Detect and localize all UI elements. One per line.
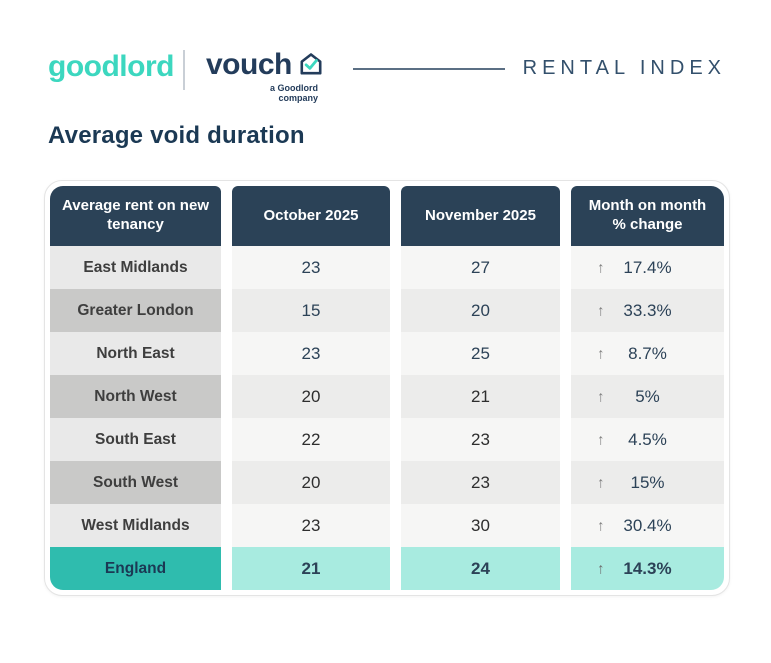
october-cell: 20 xyxy=(232,375,390,418)
november-cell: 23 xyxy=(401,461,560,504)
region-cell: South East xyxy=(50,418,221,461)
up-arrow-icon: ↑ xyxy=(597,345,605,362)
november-cell: 23 xyxy=(401,418,560,461)
region-cell: East Midlands xyxy=(50,246,221,289)
change-cell: ↑ 4.5% xyxy=(571,418,724,461)
table-row: West Midlands 23 30 ↑ 30.4% xyxy=(50,504,724,547)
change-value: 15% xyxy=(630,472,665,492)
up-arrow-icon: ↑ xyxy=(597,388,605,405)
up-arrow-icon: ↑ xyxy=(597,431,605,448)
change-cell: ↑ 5% xyxy=(571,375,724,418)
november-cell: 25 xyxy=(401,332,560,375)
table-row: North West 20 21 ↑ 5% xyxy=(50,375,724,418)
october-cell: 23 xyxy=(232,332,390,375)
change-cell: ↑ 30.4% xyxy=(571,504,724,547)
november-cell: 24 xyxy=(401,547,560,590)
table-header-row: Average rent on new tenancy October 2025… xyxy=(50,186,724,246)
header-november: November 2025 xyxy=(401,186,560,246)
change-cell: ↑ 17.4% xyxy=(571,246,724,289)
void-duration-table: Average rent on new tenancy October 2025… xyxy=(44,180,730,596)
house-check-icon xyxy=(300,53,322,75)
change-cell: ↑ 15% xyxy=(571,461,724,504)
table-row: South East 22 23 ↑ 4.5% xyxy=(50,418,724,461)
table-row: South West 20 23 ↑ 15% xyxy=(50,461,724,504)
brand-header: goodlord vouch a Goodlord company RENTAL… xyxy=(48,48,726,104)
region-cell: England xyxy=(50,547,221,590)
change-value: 8.7% xyxy=(628,343,667,363)
region-cell: South West xyxy=(50,461,221,504)
october-cell: 20 xyxy=(232,461,390,504)
table-row: East Midlands 23 27 ↑ 17.4% xyxy=(50,246,724,289)
change-value: 33.3% xyxy=(623,300,672,320)
page-title: Average void duration xyxy=(48,122,305,149)
up-arrow-icon: ↑ xyxy=(597,517,605,534)
november-cell: 21 xyxy=(401,375,560,418)
table-body: East Midlands 23 27 ↑ 17.4% Greater Lond… xyxy=(50,246,724,590)
region-cell: North West xyxy=(50,375,221,418)
rental-index-label: RENTAL INDEX xyxy=(522,57,726,79)
october-cell: 23 xyxy=(232,246,390,289)
table-row: Greater London 15 20 ↑ 33.3% xyxy=(50,289,724,332)
vouch-wordmark: vouch xyxy=(206,48,292,81)
goodlord-logo: goodlord xyxy=(48,50,174,83)
header-change: Month on month % change xyxy=(571,186,724,246)
table-row: North East 23 25 ↑ 8.7% xyxy=(50,332,724,375)
vouch-logo: vouch a Goodlord company xyxy=(206,48,326,104)
october-cell: 21 xyxy=(232,547,390,590)
change-value: 4.5% xyxy=(628,429,667,449)
region-cell: West Midlands xyxy=(50,504,221,547)
header-october: October 2025 xyxy=(232,186,390,246)
change-value: 30.4% xyxy=(623,515,672,535)
up-arrow-icon: ↑ xyxy=(597,259,605,276)
header-region: Average rent on new tenancy xyxy=(50,186,221,246)
october-cell: 15 xyxy=(232,289,390,332)
november-cell: 20 xyxy=(401,289,560,332)
change-cell: ↑ 33.3% xyxy=(571,289,724,332)
up-arrow-icon: ↑ xyxy=(597,302,605,319)
divider-rule xyxy=(353,68,505,70)
vouch-subtitle: a Goodlord company xyxy=(270,83,318,104)
change-value: 5% xyxy=(635,386,660,406)
change-value: 14.3% xyxy=(623,558,672,578)
logo-divider xyxy=(183,50,185,90)
change-cell: ↑ 8.7% xyxy=(571,332,724,375)
up-arrow-icon: ↑ xyxy=(597,474,605,491)
table-row: England 21 24 ↑ 14.3% xyxy=(50,547,724,590)
region-cell: North East xyxy=(50,332,221,375)
november-cell: 27 xyxy=(401,246,560,289)
region-cell: Greater London xyxy=(50,289,221,332)
up-arrow-icon: ↑ xyxy=(597,560,605,577)
change-value: 17.4% xyxy=(623,257,672,277)
october-cell: 22 xyxy=(232,418,390,461)
change-cell: ↑ 14.3% xyxy=(571,547,724,590)
october-cell: 23 xyxy=(232,504,390,547)
november-cell: 30 xyxy=(401,504,560,547)
